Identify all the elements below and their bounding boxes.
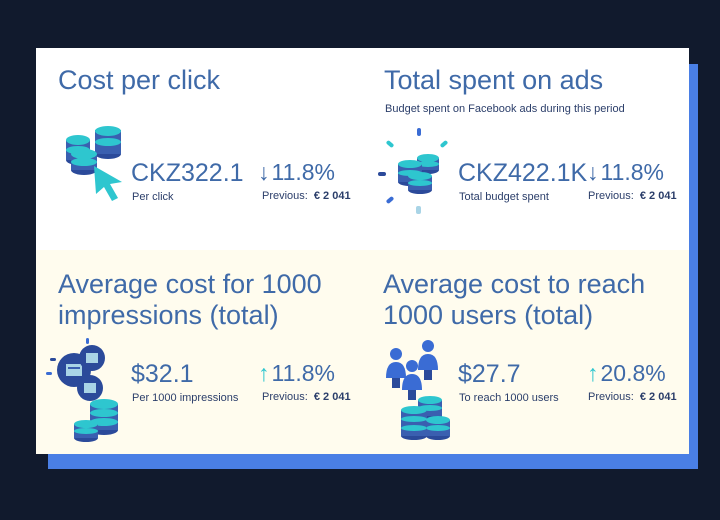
change-indicator: ↑20.8% bbox=[587, 360, 666, 387]
value-text: $27.7 bbox=[458, 360, 521, 388]
value-label: Per click bbox=[132, 191, 174, 203]
value-label: To reach 1000 users bbox=[459, 392, 559, 404]
cost-per-click-panel: Cost per click CKZ322.1 Per click ↓11.8% bbox=[36, 48, 362, 250]
panel-title: Cost per click bbox=[58, 65, 221, 95]
previous-label: Previous: bbox=[262, 190, 308, 202]
previous-label: Previous: bbox=[588, 190, 634, 202]
previous-value: Previous: € 2 041 bbox=[262, 190, 351, 202]
arrow-up-icon: ↑ bbox=[258, 360, 270, 386]
coins-sparkle-icon bbox=[378, 128, 448, 214]
avg-cost-impressions-panel: Average cost for 1000 impressions (total… bbox=[36, 250, 362, 454]
change-value: 11.8% bbox=[271, 159, 336, 185]
value-label: Per 1000 impressions bbox=[132, 392, 239, 404]
previous-value: Previous: € 2 041 bbox=[588, 190, 677, 202]
metrics-card: Cost per click CKZ322.1 Per click ↓11.8% bbox=[36, 48, 689, 454]
change-value: 11.8% bbox=[600, 159, 665, 185]
panel-subtitle: Budget spent on Facebook ads during this… bbox=[385, 103, 625, 115]
previous-label: Previous: bbox=[262, 391, 308, 403]
previous-value: Previous: € 2 041 bbox=[588, 391, 677, 403]
arrow-down-icon: ↓ bbox=[258, 159, 270, 185]
previous-amount: € 2 041 bbox=[639, 391, 677, 403]
change-value: 20.8% bbox=[600, 360, 666, 386]
previous-value: Previous: € 2 041 bbox=[262, 391, 351, 403]
previous-amount: € 2 041 bbox=[313, 190, 351, 202]
bottom-half-background bbox=[36, 250, 689, 454]
previous-label: Previous: bbox=[588, 391, 634, 403]
value-text: CKZ322.1 bbox=[131, 159, 244, 187]
arrow-up-icon: ↑ bbox=[587, 360, 599, 386]
panel-title-line2: impressions (total) bbox=[58, 300, 279, 330]
coins-cursor-icon bbox=[66, 126, 122, 201]
change-indicator: ↓11.8% bbox=[587, 159, 664, 186]
total-spent-panel: Total spent on ads Budget spent on Faceb… bbox=[362, 48, 689, 250]
arrow-down-icon: ↓ bbox=[587, 159, 599, 185]
panel-title: Total spent on ads bbox=[384, 65, 604, 95]
change-indicator: ↑11.8% bbox=[258, 360, 335, 387]
users-coins-icon bbox=[386, 340, 450, 440]
panel-title-line2: 1000 users (total) bbox=[383, 300, 594, 330]
impressions-coins-icon bbox=[46, 338, 118, 442]
panel-title-line1: Average cost to reach bbox=[383, 269, 646, 299]
panel-title-line1: Average cost for 1000 bbox=[58, 269, 322, 299]
previous-amount: € 2 041 bbox=[313, 391, 351, 403]
change-indicator: ↓11.8% bbox=[258, 159, 335, 186]
value-text: CKZ422.1K bbox=[458, 159, 588, 187]
value-text: $32.1 bbox=[131, 360, 194, 388]
previous-amount: € 2 041 bbox=[639, 190, 677, 202]
value-label: Total budget spent bbox=[459, 191, 549, 203]
avg-cost-reach-panel: Average cost to reach 1000 users (total) bbox=[362, 250, 689, 454]
change-value: 11.8% bbox=[271, 360, 336, 386]
